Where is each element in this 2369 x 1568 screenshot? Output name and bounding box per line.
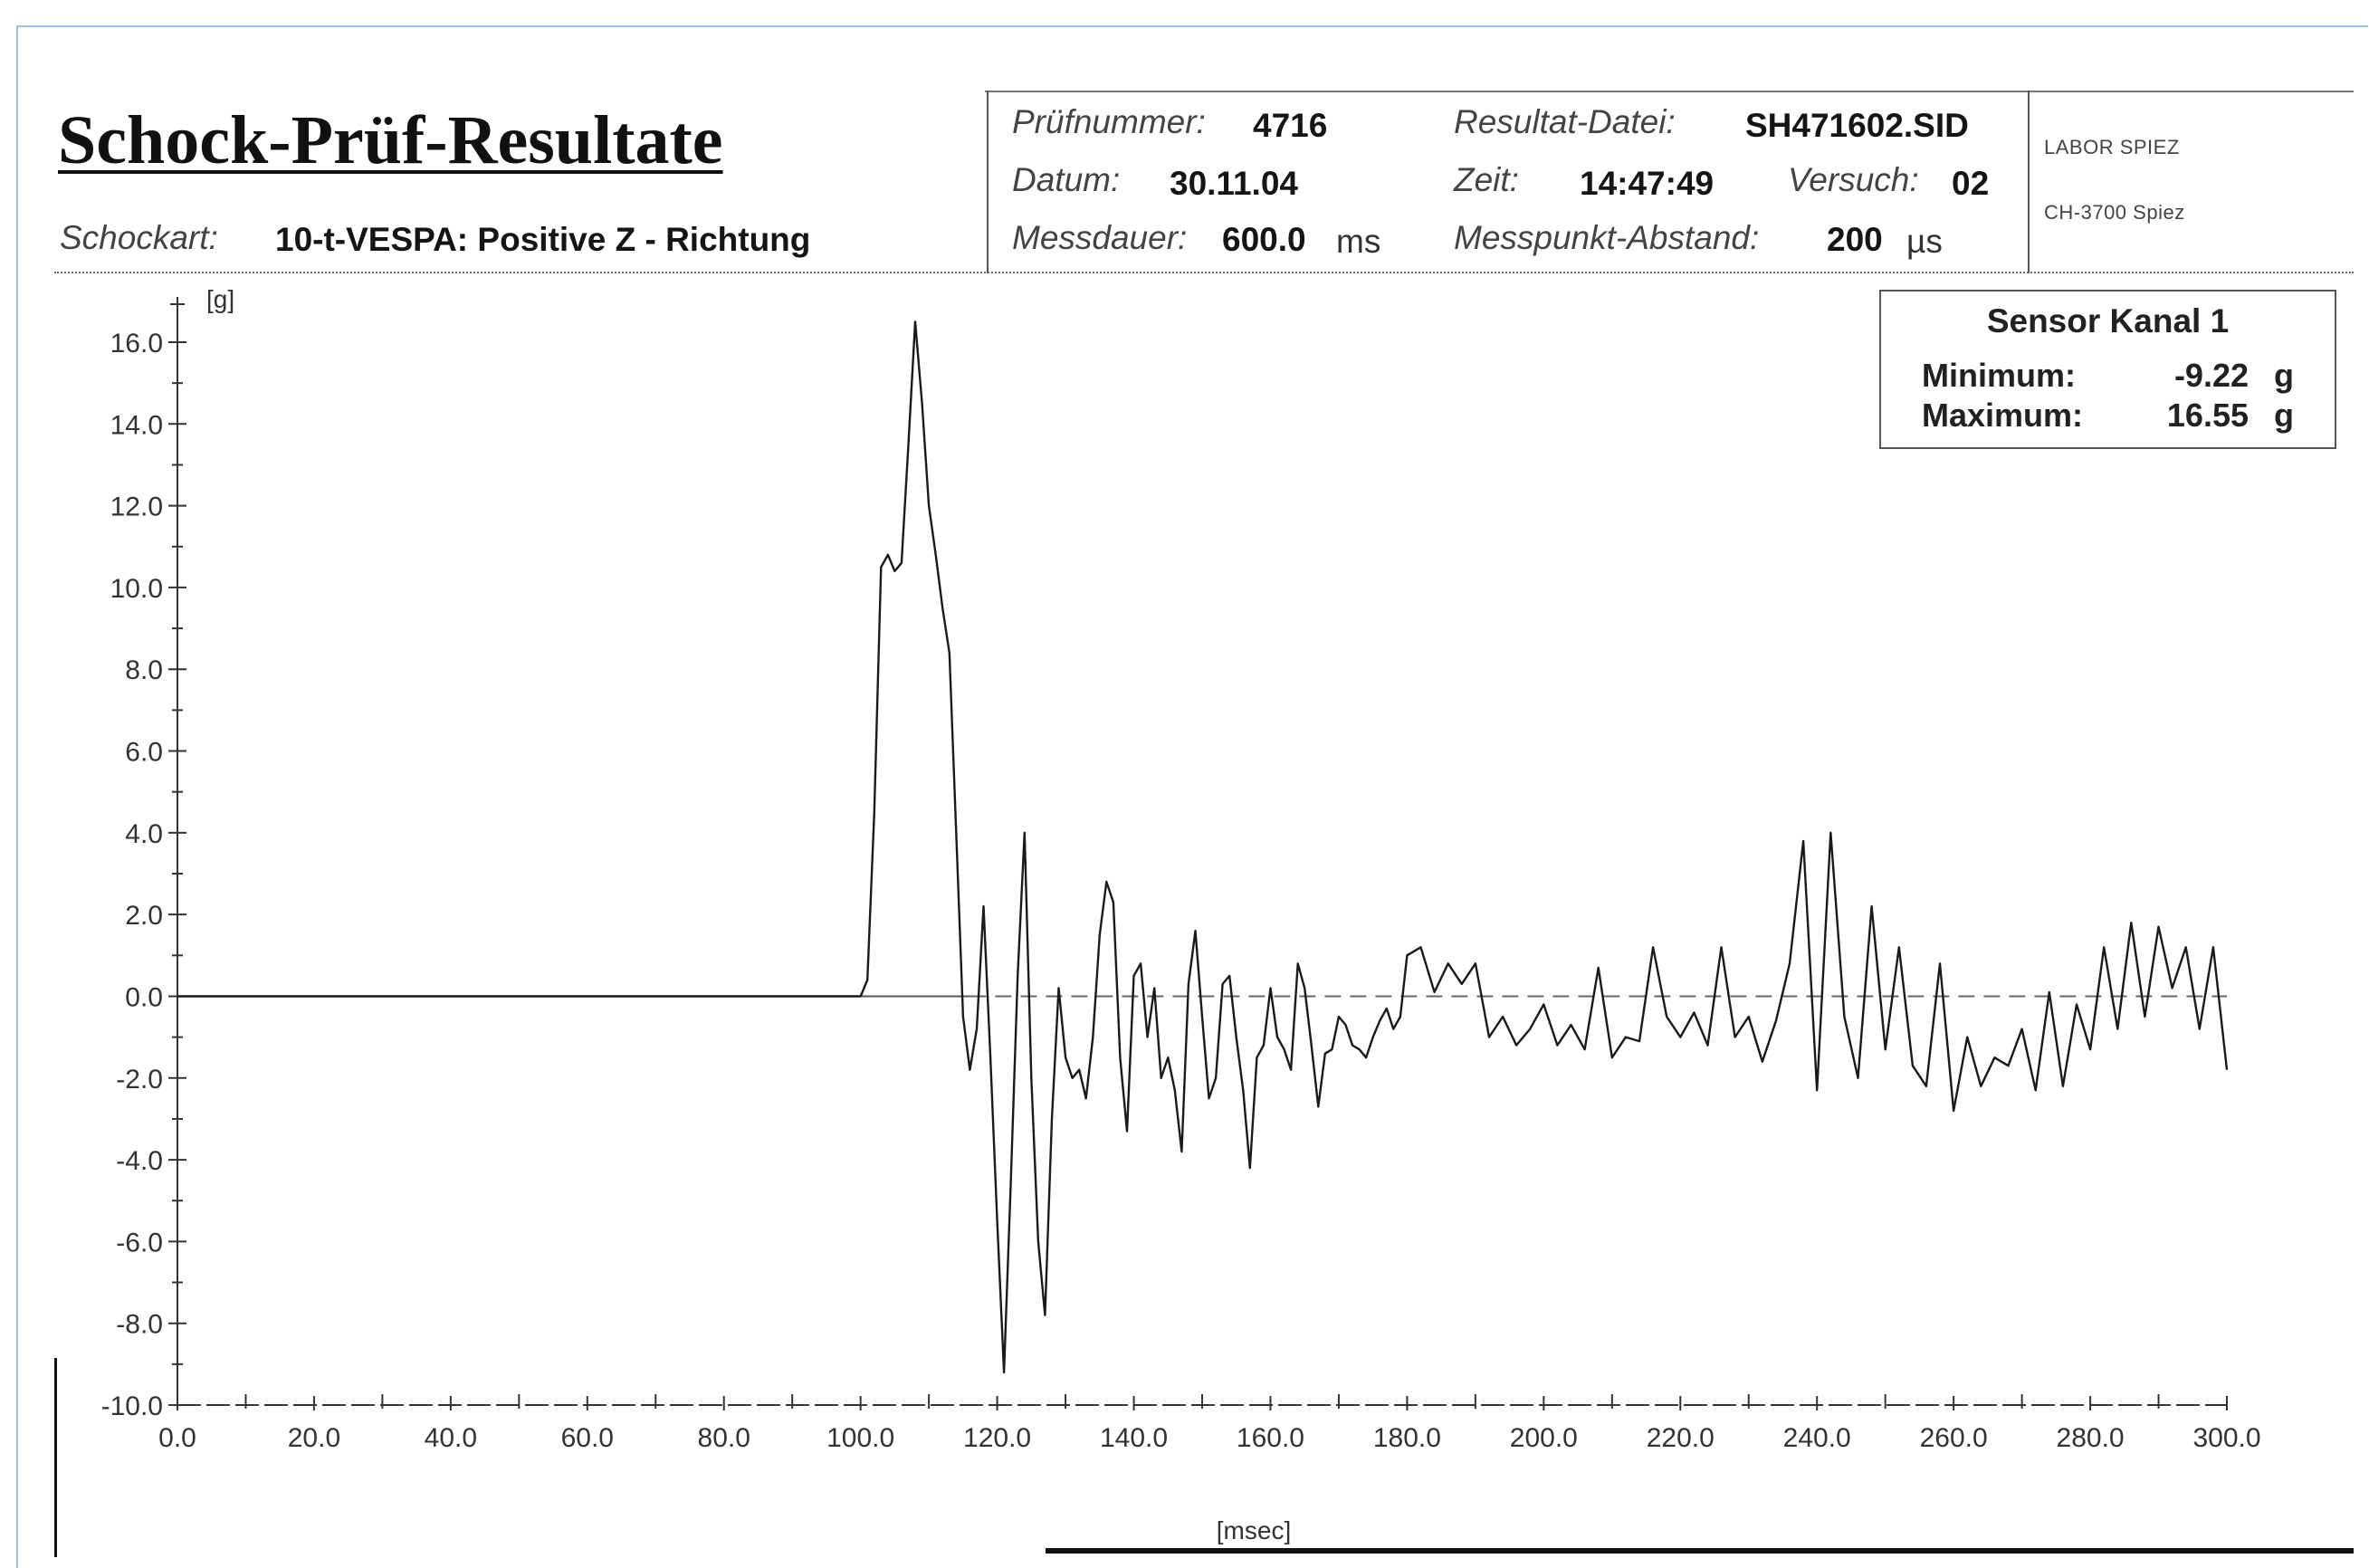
x-tick-label: 20.0 [288, 1423, 340, 1453]
schockart-value: 10-t-VESPA: Positive Z - Richtung [275, 221, 811, 258]
x-tick-label: 60.0 [561, 1423, 614, 1453]
y-tick-label: 2.0 [125, 901, 163, 931]
abstand-value: 200 [1827, 221, 1883, 258]
header-top-rule [985, 91, 2354, 92]
y-tick-label: 16.0 [110, 329, 163, 359]
y-tick-label: 10.0 [110, 574, 163, 604]
versuch-value: 02 [1952, 165, 1990, 202]
sensor-min-label: Minimum: [1922, 357, 2076, 394]
pruefnummer-label: Prüfnummer: [1012, 103, 1206, 140]
sensor-max-unit: g [2274, 397, 2294, 434]
y-axis-label: [g] [206, 285, 234, 313]
x-tick-label: 180.0 [1373, 1423, 1441, 1453]
sensor-min-value: -9.22 [2173, 357, 2249, 394]
pruefnummer-value: 4716 [1253, 107, 1328, 144]
sensor-max-value: 16.55 [2166, 397, 2249, 434]
x-tick-label: 220.0 [1647, 1423, 1715, 1453]
x-tick-label: 140.0 [1100, 1423, 1168, 1453]
schockart-label: Schockart: [60, 219, 218, 256]
x-tick-label: 80.0 [698, 1423, 750, 1453]
y-tick-label: -2.0 [116, 1065, 163, 1095]
y-tick-label: 8.0 [125, 655, 163, 685]
sensor-min-unit: g [2274, 357, 2294, 394]
header-divider-right [2028, 91, 2030, 273]
x-tick-label: 300.0 [2192, 1423, 2260, 1453]
scan-edge-left [54, 1358, 57, 1557]
zeit-label: Zeit: [1454, 161, 1519, 198]
x-tick-label: 40.0 [425, 1423, 477, 1453]
y-tick-label: 14.0 [110, 410, 163, 440]
abstand-unit: µs [1906, 223, 1943, 260]
x-tick-label: 160.0 [1237, 1423, 1304, 1453]
sensor-title: Sensor Kanal 1 [1986, 302, 2230, 339]
x-tick-label: 0.0 [158, 1423, 196, 1453]
x-tick-label: 200.0 [1510, 1423, 1578, 1453]
datum-value: 30.11.04 [1170, 165, 1298, 202]
y-tick-label: -10.0 [101, 1391, 163, 1421]
header-divider-left [987, 91, 989, 273]
datum-label: Datum: [1012, 161, 1121, 198]
y-tick-label: -4.0 [116, 1146, 163, 1176]
resultat-value: SH471602.SID [1745, 107, 1969, 144]
y-tick-label: 6.0 [125, 738, 163, 768]
versuch-label: Versuch: [1788, 161, 1919, 198]
page-title: Schock-Prüf-Resultate [58, 102, 723, 178]
resultat-label: Resultat-Datei: [1454, 103, 1676, 140]
y-tick-label: 4.0 [125, 819, 163, 849]
x-tick-label: 100.0 [826, 1423, 894, 1453]
labor-address: CH-3700 Spiez [2044, 201, 2185, 224]
y-tick-label: -6.0 [116, 1228, 163, 1257]
labor-name: LABOR SPIEZ [2044, 136, 2180, 158]
x-tick-label: 120.0 [963, 1423, 1031, 1453]
sensor-summary-box: Sensor Kanal 1 Minimum: -9.22 g Maximum:… [1879, 290, 2336, 449]
x-tick-label: 260.0 [1920, 1423, 1988, 1453]
zeit-value: 14:47:49 [1580, 165, 1715, 202]
header-bottom-rule [54, 272, 2354, 273]
messdauer-label: Messdauer: [1012, 219, 1188, 256]
scan-edge-bottom [1046, 1548, 2354, 1554]
page-frame [16, 25, 2368, 1568]
x-tick-label: 240.0 [1783, 1423, 1851, 1453]
y-tick-label: 0.0 [125, 982, 163, 1012]
x-tick-label: 280.0 [2057, 1423, 2125, 1453]
sensor-max-label: Maximum: [1922, 397, 2084, 434]
messdauer-value: 600.0 [1222, 221, 1306, 258]
series-line-1 [177, 320, 2229, 1374]
y-tick-label: -8.0 [116, 1310, 163, 1340]
y-tick-label: 12.0 [110, 492, 163, 522]
abstand-label: Messpunkt-Abstand: [1454, 219, 1760, 256]
x-axis-label: [msec] [1217, 1516, 1291, 1544]
messdauer-unit: ms [1336, 223, 1381, 260]
